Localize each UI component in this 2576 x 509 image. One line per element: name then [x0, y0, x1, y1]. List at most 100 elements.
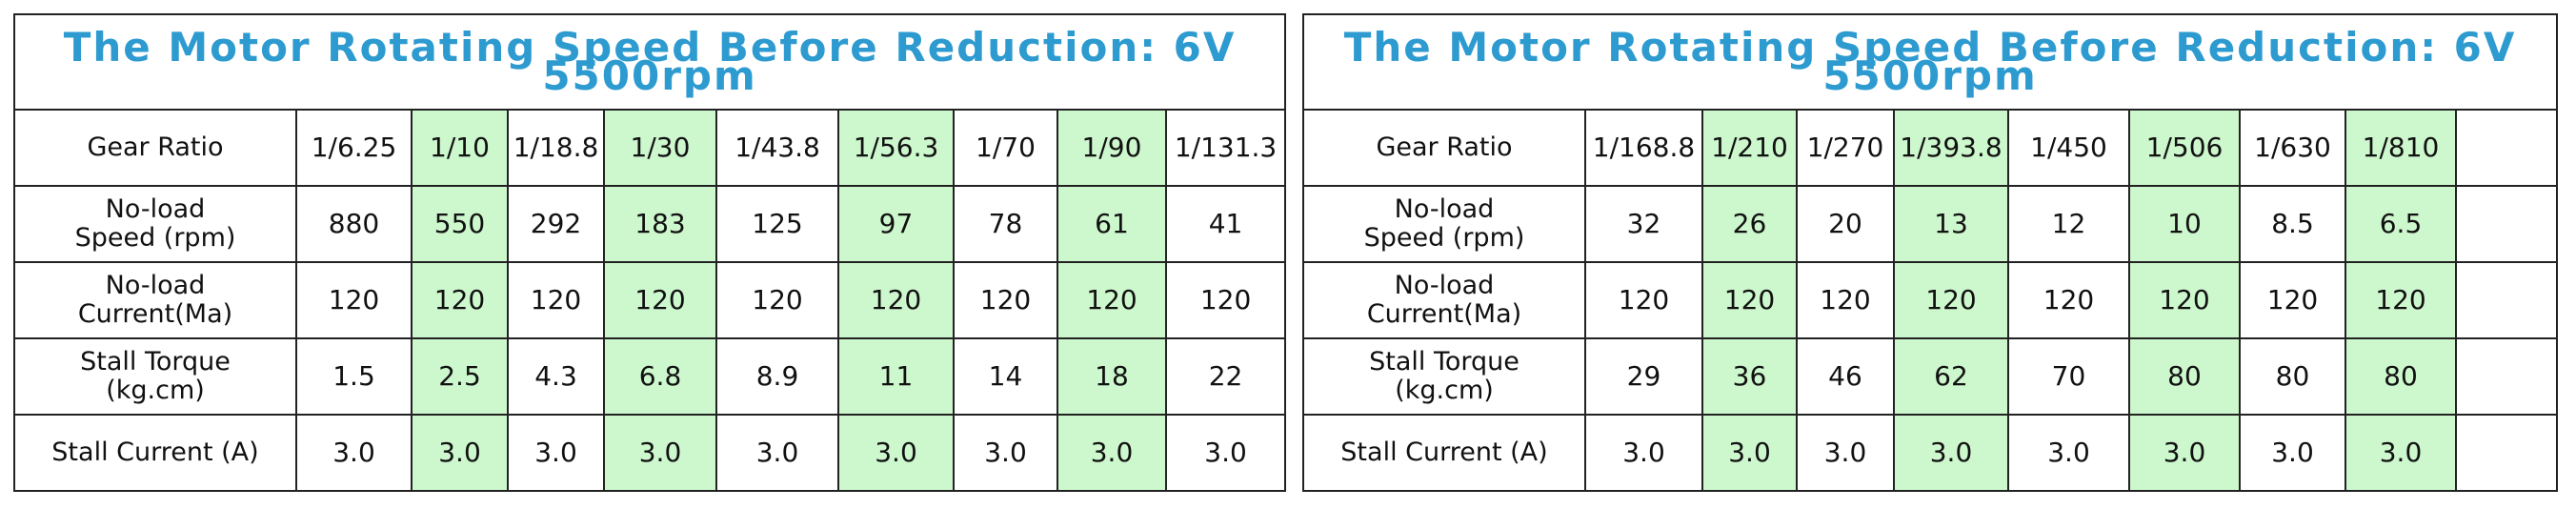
cell: 70	[2007, 337, 2130, 416]
cell: 120	[295, 261, 413, 339]
cell: 120	[2007, 261, 2130, 339]
cell: 1/10	[411, 109, 509, 187]
cell: 183	[603, 185, 717, 263]
cell: 3.0	[507, 414, 605, 492]
cell: 29	[1584, 337, 1703, 416]
row-label: Stall Torque (kg.cm)	[13, 337, 297, 416]
cell: 61	[1057, 185, 1167, 263]
table-row: Stall Current (A) 3.0 3.0 3.0 3.0 3.0 3.0 3.0 3.…	[13, 414, 1287, 492]
cell: 97	[837, 185, 955, 263]
cell: 120	[2128, 261, 2241, 339]
cell: 1/43.8	[715, 109, 839, 187]
cell: 3.0	[2345, 414, 2457, 492]
cell: 11	[837, 337, 955, 416]
table-row: No-load Current(Ma) 120 120 120 120 120 120 120…	[1302, 261, 2559, 339]
cell: 6.5	[2345, 185, 2457, 263]
cell: 120	[953, 261, 1058, 339]
empty-cell	[2454, 185, 2559, 263]
table-title: The Motor Rotating Speed Before Reductio…	[12, 13, 1287, 111]
cell: 3.0	[1796, 414, 1895, 492]
cell: 120	[2345, 261, 2457, 339]
empty-cell	[2454, 337, 2559, 416]
title-row: The Motor Rotating Speed Before Reductio…	[1301, 13, 2559, 111]
cell: 120	[837, 261, 955, 339]
row-label: No-load Current(Ma)	[13, 261, 297, 339]
cell: 292	[507, 185, 605, 263]
cell: 3.0	[715, 414, 839, 492]
table-row: Gear Ratio 1/168.8 1/210 1/270 1/393.8 1/450 1…	[1302, 109, 2559, 187]
cell: 120	[2239, 261, 2346, 339]
empty-cell	[2454, 109, 2559, 187]
cell: 22	[1164, 337, 1287, 416]
cell: 1/18.8	[507, 109, 605, 187]
cell: 26	[1701, 185, 1798, 263]
cell: 120	[1164, 261, 1287, 339]
cell: 4.3	[507, 337, 605, 416]
cell: 1/6.25	[295, 109, 413, 187]
cell: 80	[2345, 337, 2457, 416]
empty-cell	[2454, 414, 2559, 492]
cell: 1/630	[2239, 109, 2346, 187]
cell: 1/210	[1701, 109, 1798, 187]
cell: 3.0	[411, 414, 509, 492]
cell: 3.0	[1584, 414, 1703, 492]
cell: 3.0	[1893, 414, 2009, 492]
row-label: Stall Current (A)	[13, 414, 297, 492]
row-label: No-load Speed (rpm)	[13, 185, 297, 263]
cell: 1/270	[1796, 109, 1895, 187]
table-row: Gear Ratio 1/6.25 1/10 1/18.8 1/30 1/43.8 1/56…	[13, 109, 1287, 187]
row-label: No-load Speed (rpm)	[1302, 185, 1586, 263]
spec-table: The Motor Rotating Speed Before Reductio…	[12, 13, 1287, 492]
cell: 3.0	[603, 414, 717, 492]
cell: 1/393.8	[1893, 109, 2009, 187]
cell: 3.0	[1701, 414, 1798, 492]
cell: 120	[603, 261, 717, 339]
cell: 120	[1584, 261, 1703, 339]
cell: 3.0	[2007, 414, 2130, 492]
table-title: The Motor Rotating Speed Before Reductio…	[1301, 13, 2559, 111]
table-body: The Motor Rotating Speed Before Reductio…	[1301, 13, 2559, 492]
row-label: No-load Current(Ma)	[1302, 261, 1586, 339]
cell: 1.5	[295, 337, 413, 416]
cell: 36	[1701, 337, 1798, 416]
cell: 1/56.3	[837, 109, 955, 187]
cell: 1/810	[2345, 109, 2457, 187]
cell: 3.0	[1164, 414, 1287, 492]
cell: 120	[715, 261, 839, 339]
cell: 1/131.3	[1164, 109, 1287, 187]
cell: 120	[1796, 261, 1895, 339]
row-label: Gear Ratio	[1302, 109, 1586, 187]
cell: 18	[1057, 337, 1167, 416]
table-row: No-load Speed (rpm) 880 550 292 183 125 97 78 61…	[13, 185, 1287, 263]
table-row: Stall Current (A) 3.0 3.0 3.0 3.0 3.0 3.0 3.0 3.…	[1302, 414, 2559, 492]
cell: 41	[1164, 185, 1287, 263]
cell: 3.0	[953, 414, 1058, 492]
cell: 80	[2239, 337, 2346, 416]
cell: 1/30	[603, 109, 717, 187]
cell: 1/90	[1057, 109, 1167, 187]
cell: 120	[411, 261, 509, 339]
empty-cell	[2454, 261, 2559, 339]
table-row: No-load Speed (rpm) 32 26 20 13 12 10 8.5 6.5	[1302, 185, 2559, 263]
cell: 3.0	[295, 414, 413, 492]
cell: 120	[507, 261, 605, 339]
row-label: Stall Torque (kg.cm)	[1302, 337, 1586, 416]
cell: 3.0	[1057, 414, 1167, 492]
cell: 1/506	[2128, 109, 2241, 187]
cell: 3.0	[2128, 414, 2241, 492]
cell: 10	[2128, 185, 2241, 263]
cell: 1/70	[953, 109, 1058, 187]
table-row: No-load Current(Ma) 120 120 120 120 120 120 120…	[13, 261, 1287, 339]
cell: 3.0	[2239, 414, 2346, 492]
cell: 14	[953, 337, 1058, 416]
cell: 120	[1893, 261, 2009, 339]
cell: 13	[1893, 185, 2009, 263]
cell: 2.5	[411, 337, 509, 416]
table-row: Stall Torque (kg.cm) 1.5 2.5 4.3 6.8 8.9 11 14 1…	[13, 337, 1287, 416]
cell: 20	[1796, 185, 1895, 263]
title-row: The Motor Rotating Speed Before Reductio…	[12, 13, 1287, 111]
cell: 8.5	[2239, 185, 2346, 263]
cell: 880	[295, 185, 413, 263]
cell: 120	[1701, 261, 1798, 339]
